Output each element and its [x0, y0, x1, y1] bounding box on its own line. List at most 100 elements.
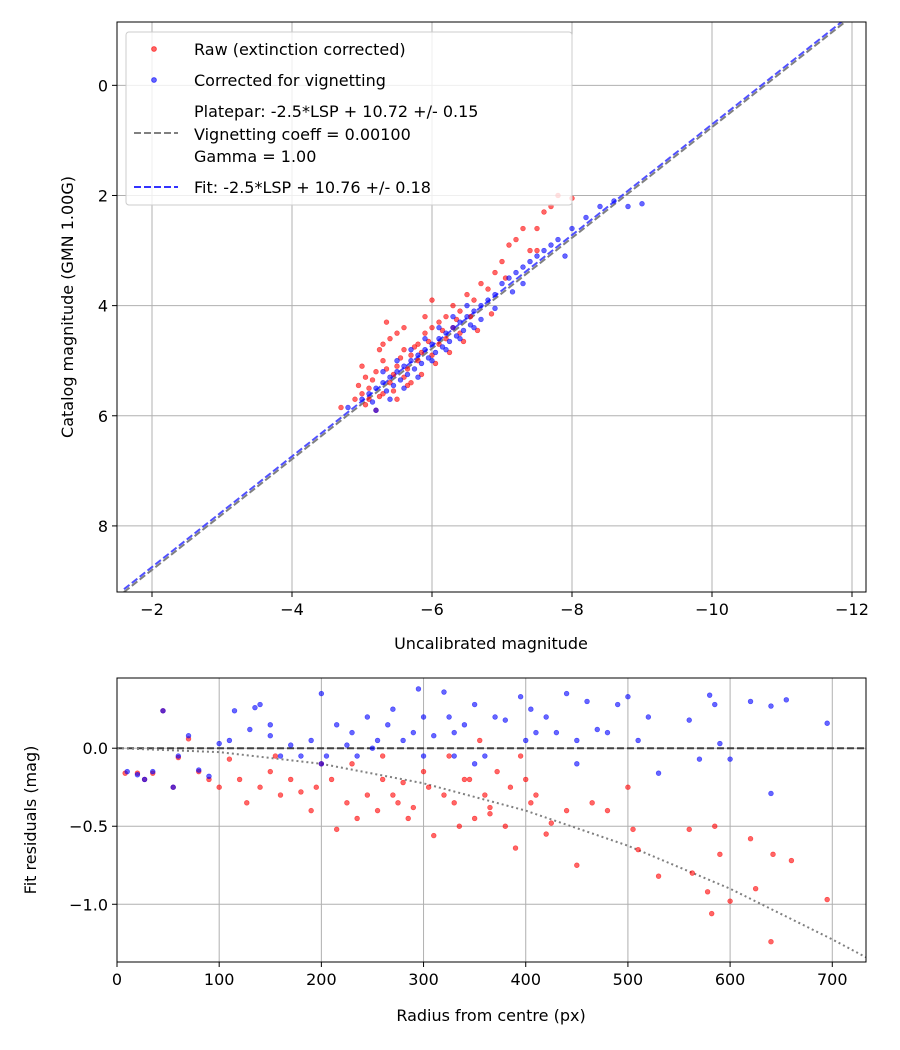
x-tick-label: −12 — [835, 600, 869, 619]
data-point — [272, 753, 279, 759]
data-point — [548, 242, 554, 248]
data-point — [584, 698, 590, 705]
data-point — [387, 380, 393, 386]
data-point — [768, 703, 774, 709]
data-point — [418, 360, 425, 367]
data-point — [390, 371, 397, 378]
data-point — [783, 697, 789, 703]
data-point — [717, 740, 723, 747]
data-point — [441, 689, 447, 695]
data-point — [436, 341, 442, 347]
bottom-x-ticks: 0 100 200 300 400 500 600 700 — [112, 962, 848, 989]
legend-corrected-label: Corrected for vignetting — [194, 71, 386, 90]
data-point — [492, 305, 498, 312]
bottom-plot-content — [117, 686, 866, 959]
data-point — [635, 846, 641, 853]
data-point — [527, 247, 533, 254]
data-point — [446, 714, 452, 720]
data-point — [401, 385, 407, 391]
data-point — [411, 344, 418, 350]
data-point — [344, 800, 350, 806]
data-point — [506, 275, 512, 281]
data-point — [712, 823, 718, 829]
data-point — [768, 790, 774, 797]
data-point — [422, 346, 428, 353]
data-point — [461, 722, 468, 728]
data-point — [513, 236, 519, 243]
data-point — [415, 352, 421, 358]
data-point — [298, 789, 304, 795]
x-tick-label: 700 — [817, 970, 848, 989]
data-point — [446, 753, 452, 759]
data-point — [604, 807, 611, 814]
data-point — [380, 369, 386, 375]
data-point — [464, 302, 470, 309]
series-line — [123, 22, 846, 592]
data-point — [338, 404, 344, 411]
data-point — [376, 393, 383, 400]
data-point — [141, 776, 148, 783]
data-point — [429, 297, 435, 303]
data-point — [362, 402, 369, 408]
data-point — [509, 289, 516, 295]
data-point — [420, 753, 427, 759]
data-point — [487, 804, 493, 811]
data-point — [387, 374, 393, 380]
data-point — [420, 768, 427, 775]
data-point — [727, 756, 733, 762]
data-point — [451, 800, 457, 806]
y-tick-label: 8 — [98, 517, 108, 536]
data-point — [528, 706, 534, 712]
data-point — [492, 714, 498, 720]
data-point — [686, 717, 692, 723]
data-point — [344, 742, 350, 748]
data-point — [436, 324, 442, 331]
data-point — [380, 391, 386, 397]
data-point — [460, 338, 467, 345]
data-point — [534, 225, 540, 232]
data-point — [359, 396, 365, 402]
data-point — [450, 313, 456, 320]
data-point — [410, 804, 417, 811]
data-point — [451, 753, 457, 759]
data-point — [507, 784, 514, 790]
data-point — [453, 316, 460, 323]
data-point — [226, 756, 233, 762]
data-point — [390, 382, 397, 389]
legend-corrected-marker — [151, 77, 157, 83]
data-point — [313, 784, 319, 790]
data-point — [597, 203, 603, 210]
data-point — [574, 862, 580, 868]
data-point — [635, 737, 641, 744]
data-point — [506, 242, 512, 248]
data-point — [383, 388, 390, 394]
data-point — [574, 761, 580, 767]
bottom-chart-panel: 0 100 200 300 400 500 600 700 0.0 −0.5 −1.0 Radiu… — [21, 677, 867, 1025]
data-point — [354, 753, 360, 759]
data-point — [563, 807, 570, 814]
data-point — [432, 360, 439, 367]
data-point — [390, 792, 396, 798]
data-point — [432, 349, 439, 356]
data-point — [563, 690, 570, 697]
data-point — [474, 327, 481, 334]
data-point — [267, 733, 273, 739]
legend-raw-label: Raw (extinction corrected) — [194, 40, 406, 59]
legend-gamma-label: Gamma = 1.00 — [194, 147, 316, 166]
series-line — [123, 22, 843, 590]
data-point — [298, 753, 304, 759]
data-point — [400, 779, 406, 786]
data-point — [267, 722, 273, 728]
data-point — [308, 737, 314, 744]
data-point — [466, 776, 473, 783]
data-point — [471, 297, 477, 303]
x-tick-label: −8 — [560, 600, 584, 619]
data-point — [824, 896, 830, 903]
data-point — [415, 357, 421, 364]
data-point — [457, 330, 463, 336]
data-point — [366, 391, 372, 397]
data-point — [354, 815, 360, 822]
data-point — [482, 753, 488, 759]
data-point — [461, 776, 468, 783]
data-point — [359, 363, 365, 369]
